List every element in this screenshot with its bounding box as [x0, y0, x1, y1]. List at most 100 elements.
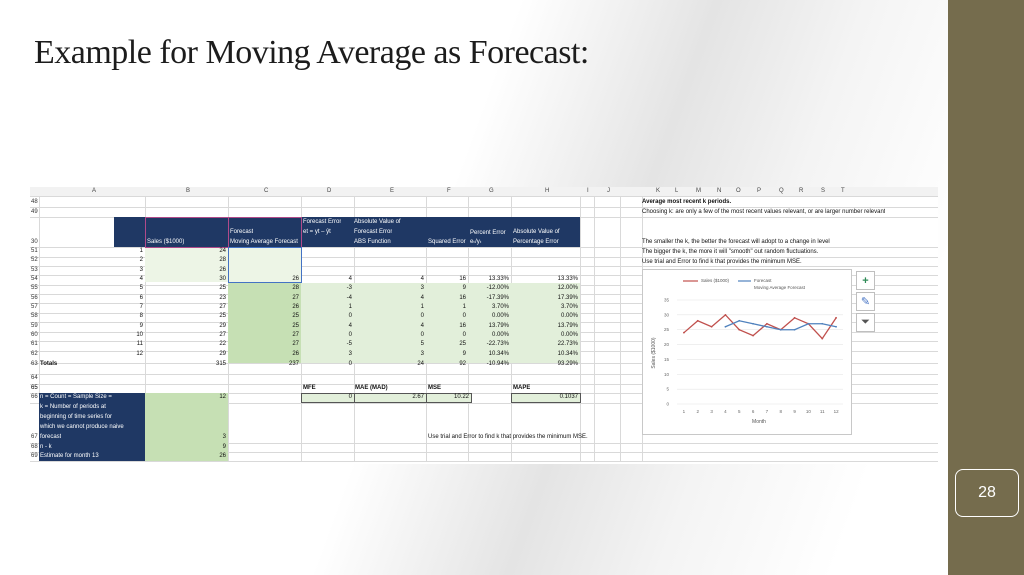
column-letter[interactable]: S	[821, 188, 826, 194]
cell-error[interactable]: 1	[348, 304, 352, 310]
cell-forecast[interactable]: 27	[292, 341, 299, 347]
cell-percent-error[interactable]: 13.33%	[488, 276, 509, 282]
series-point-0[interactable]	[835, 316, 837, 319]
series-point-0[interactable]	[724, 313, 727, 316]
cell-abs-error[interactable]: 1	[420, 304, 424, 310]
cell-sales[interactable]: 29	[219, 351, 226, 357]
cell-squared-error[interactable]: 16	[459, 295, 466, 301]
column-letter[interactable]: M	[696, 188, 701, 194]
cell-abs-percent-error[interactable]: 12.00%	[557, 285, 578, 291]
total-abs-percent-error[interactable]: 93.29%	[557, 361, 578, 367]
total-forecast[interactable]: 237	[288, 361, 299, 367]
series-point-0[interactable]	[793, 316, 796, 319]
cell-sales[interactable]: 28	[219, 257, 226, 263]
cell-error[interactable]: -4	[346, 295, 352, 301]
cell-error[interactable]: -3	[346, 285, 352, 291]
cell-abs-percent-error[interactable]: 3.70%	[560, 304, 578, 310]
series-point-1[interactable]	[724, 325, 727, 328]
cell-month[interactable]: 3	[139, 267, 143, 273]
column-letter[interactable]: B	[186, 188, 191, 194]
value-mse[interactable]: 10.22	[453, 394, 469, 400]
cell-error[interactable]: 0	[348, 332, 352, 338]
cell-sales[interactable]: 27	[219, 304, 226, 310]
cell-month[interactable]: 11	[136, 341, 143, 347]
cell-sales[interactable]: 30	[219, 276, 226, 282]
cell-abs-error[interactable]: 4	[420, 323, 424, 329]
column-letter[interactable]: A	[92, 188, 97, 194]
cell-month[interactable]: 8	[139, 313, 143, 319]
cell-abs-percent-error[interactable]: 17.39%	[557, 295, 578, 301]
chart-style-button[interactable]: ✎	[856, 292, 875, 311]
cell-abs-error[interactable]: 0	[420, 313, 424, 319]
cell-squared-error[interactable]: 1	[462, 304, 466, 310]
series-point-1[interactable]	[738, 319, 741, 322]
chart-add-element-button[interactable]: +	[856, 271, 875, 290]
total-squared-error[interactable]: 92	[459, 361, 466, 367]
column-letter[interactable]: P	[757, 188, 762, 194]
column-letter[interactable]: T	[841, 188, 845, 194]
cell-squared-error[interactable]: 9	[462, 285, 466, 291]
cell-error[interactable]: 4	[348, 276, 352, 282]
cell-abs-error[interactable]: 4	[420, 295, 424, 301]
cell-month[interactable]: 1	[139, 248, 143, 254]
cell-forecast[interactable]: 26	[292, 276, 299, 282]
selection-blue[interactable]	[228, 247, 302, 283]
cell-abs-error[interactable]: 4	[420, 276, 424, 282]
cell-error[interactable]: -5	[346, 341, 352, 347]
cell-squared-error[interactable]: 0	[462, 332, 466, 338]
column-letter[interactable]: C	[264, 188, 269, 194]
series-point-0[interactable]	[766, 322, 768, 325]
series-point-1[interactable]	[752, 322, 754, 325]
cell-abs-error[interactable]: 5	[420, 341, 424, 347]
cell-abs-percent-error[interactable]: 0.00%	[560, 332, 578, 338]
cell-percent-error[interactable]: -12.00%	[486, 285, 509, 291]
cell-forecast[interactable]: 27	[292, 295, 299, 301]
series-point-0[interactable]	[696, 319, 699, 322]
cell-percent-error[interactable]: -22.73%	[486, 341, 509, 347]
cell-forecast[interactable]: 27	[292, 332, 299, 338]
cell-squared-error[interactable]: 0	[462, 313, 466, 319]
cell-month[interactable]: 7	[139, 304, 143, 310]
series-point-0[interactable]	[738, 328, 741, 331]
column-letter[interactable]: H	[545, 188, 550, 194]
cell-abs-error[interactable]: 0	[420, 332, 424, 338]
value-k[interactable]: 3	[222, 434, 226, 440]
cell-sales[interactable]: 23	[219, 295, 226, 301]
cell-sales[interactable]: 26	[219, 267, 226, 273]
cell-sales[interactable]: 25	[219, 313, 226, 319]
cell-percent-error[interactable]: 13.79%	[488, 323, 509, 329]
cell-month[interactable]: 2	[139, 257, 143, 263]
value-mae[interactable]: 2.67	[412, 394, 424, 400]
cell-month[interactable]: 12	[136, 351, 143, 357]
value-mape[interactable]: 0.1037	[559, 394, 578, 400]
cell-percent-error[interactable]: 0.00%	[491, 332, 509, 338]
cell-sales[interactable]: 22	[219, 341, 226, 347]
sales-forecast-chart[interactable]: 0 5 10 15 20 25 30 35 1 2 3 4 5 6 7 8 9 10 11 12 Sales ($10…	[642, 269, 852, 435]
cell-forecast[interactable]: 25	[292, 323, 299, 329]
value-mfe[interactable]: 0	[348, 394, 352, 400]
column-letter[interactable]: I	[587, 188, 589, 194]
series-point-0[interactable]	[752, 334, 754, 337]
cell-error[interactable]: 0	[348, 313, 352, 319]
value-nk[interactable]: 9	[222, 444, 226, 450]
total-percent-error[interactable]: -10.94%	[486, 361, 509, 367]
column-letter[interactable]: F	[447, 188, 451, 194]
cell-month[interactable]: 9	[139, 323, 143, 329]
cell-abs-percent-error[interactable]: 10.34%	[557, 351, 578, 357]
value-estimate[interactable]: 26	[219, 453, 226, 459]
chart-filter-button[interactable]: ⏷	[856, 313, 875, 332]
series-point-1[interactable]	[821, 322, 824, 325]
column-letter[interactable]: K	[656, 188, 661, 194]
cell-abs-percent-error[interactable]: 22.73%	[557, 341, 578, 347]
cell-squared-error[interactable]: 16	[459, 276, 466, 282]
value-count[interactable]: 12	[219, 394, 226, 400]
cell-error[interactable]: 4	[348, 323, 352, 329]
cell-sales[interactable]: 29	[219, 323, 226, 329]
cell-forecast[interactable]: 26	[292, 351, 299, 357]
cell-squared-error[interactable]: 9	[462, 351, 466, 357]
label-totals[interactable]: Totals	[40, 361, 58, 367]
total-error[interactable]: 0	[348, 361, 352, 367]
cell-squared-error[interactable]: 25	[459, 341, 466, 347]
series-point-1[interactable]	[779, 328, 782, 331]
column-letter[interactable]: G	[489, 188, 494, 194]
